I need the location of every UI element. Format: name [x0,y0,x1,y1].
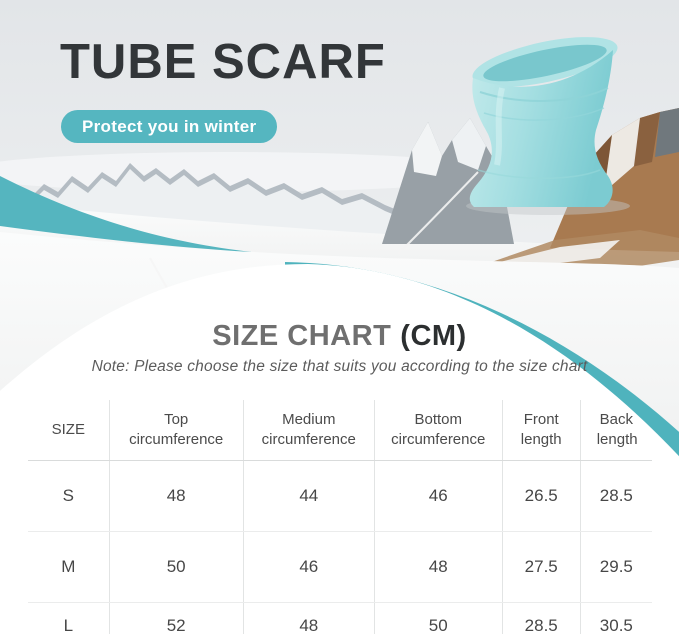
size-chart-unit: (CM) [400,320,467,352]
size-table-container: SIZE Top circumference Medium circumfere… [28,400,652,634]
table-row-size-m: M 50 46 48 27.5 29.5 [28,531,652,603]
table-cell: 48 [109,460,244,532]
table-cell: 29.5 [580,531,652,603]
size-chart-note: Note: Please choose the size that suits … [91,358,588,375]
column-header-size: SIZE [28,400,110,461]
size-label: L [28,602,110,634]
table-cell: 44 [243,460,375,532]
table-cell: 26.5 [502,460,581,532]
table-row-size-l: L 52 48 50 28.5 30.5 [28,602,652,634]
snow-track [397,171,479,255]
teal-swoosh-left [0,176,252,252]
size-chart-title: SIZE CHART [212,320,392,352]
table-cell: 28.5 [502,602,581,634]
size-table: SIZE Top circumference Medium circumfere… [28,400,652,634]
table-cell: 46 [374,460,503,532]
table-cell: 30.5 [599,616,633,634]
column-header-top-circumference: Top circumference [109,400,244,461]
grey-peak [382,118,514,244]
table-cell: 50 [374,602,503,634]
table-cell: 48 [243,602,375,634]
column-header-medium-circumference: Medium circumference [243,400,375,461]
size-label: M [28,531,110,603]
table-cell: 50 [109,531,244,603]
size-label: S [28,460,110,532]
column-header-back-length: Back length [580,400,652,461]
table-cell: 46 [243,531,375,603]
table-cell: 27.5 [502,531,581,603]
table-cell: 28.5 [580,460,652,532]
table-header-row: SIZE Top circumference Medium circumfere… [28,400,652,461]
tagline-badge: Protect you in winter [61,110,278,143]
table-cell: 48 [374,531,503,603]
column-header-front-length: Front length [502,400,581,461]
size-chart-heading: SIZE CHART (CM) [0,322,679,351]
table-cell: 52 [109,602,244,634]
column-header-bottom-circumference: Bottom circumference [374,400,503,461]
scarf-product-image [466,37,630,215]
page-title: TUBE SCARF [60,35,386,89]
table-row-size-s: S 48 44 46 26.5 28.5 [28,460,652,532]
